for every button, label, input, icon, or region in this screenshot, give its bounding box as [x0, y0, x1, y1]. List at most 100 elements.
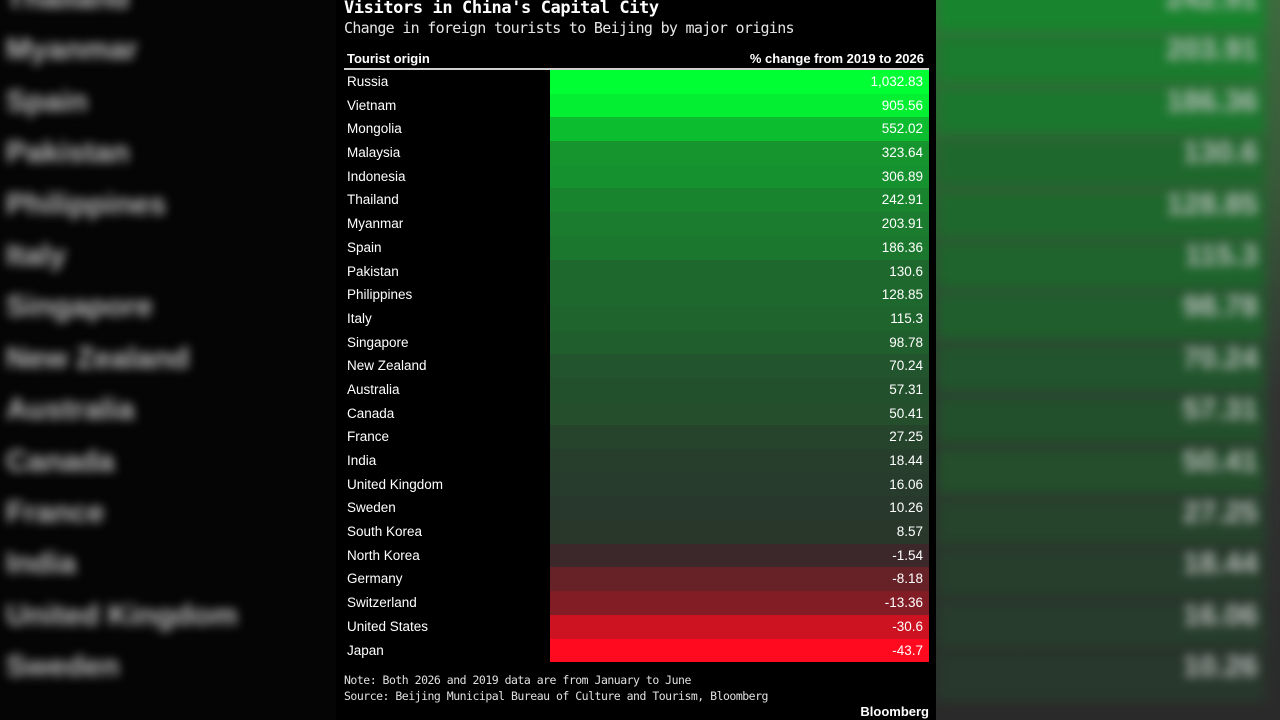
- table-row: Italy 115.3: [344, 306, 929, 331]
- row-origin-label: Sweden: [347, 500, 396, 516]
- blurred-origin-label: Singapore: [6, 290, 153, 324]
- table-row: Malaysia 323.64: [344, 141, 929, 165]
- row-change-cell: -30.6: [550, 614, 929, 639]
- blurred-change-value: 10.26: [1182, 650, 1258, 684]
- blurred-value-stripe: [936, 549, 1266, 600]
- column-header-change: % change from 2019 to 2026: [749, 51, 924, 66]
- blurred-change-value: 18.44: [1182, 547, 1258, 581]
- header-divider: [344, 68, 929, 70]
- chart-note: Note: Both 2026 and 2019 data are from J…: [344, 673, 691, 687]
- row-origin-label: Germany: [347, 571, 403, 587]
- row-origin-label: Spain: [347, 239, 382, 255]
- row-change-cell: -1.54: [550, 543, 929, 568]
- row-change-value: 552.02: [881, 121, 923, 137]
- row-origin-label: Japan: [347, 642, 384, 658]
- row-origin-label: Vietnam: [347, 97, 397, 113]
- blurred-value-stripe: [936, 446, 1266, 497]
- row-change-value: 8.57: [896, 524, 923, 540]
- row-change-value: 323.64: [881, 145, 923, 161]
- row-change-value: 128.85: [881, 287, 923, 303]
- table-row: Germany -8.18: [344, 567, 929, 592]
- table-row: Indonesia 306.89: [344, 164, 929, 189]
- row-change-cell: 1,032.83: [550, 70, 929, 94]
- table-row: Russia 1,032.83: [344, 70, 929, 94]
- table-row: India 18.44: [344, 449, 929, 473]
- blurred-origin-label: Myanmar: [6, 33, 138, 67]
- row-change-value: -8.18: [892, 571, 923, 587]
- row-origin-label: Switzerland: [347, 595, 417, 611]
- table-body: Russia 1,032.83 Vietnam 905.56 Mongolia 552.0…: [344, 70, 929, 663]
- row-change-value: 306.89: [881, 168, 923, 184]
- row-change-value: 18.44: [889, 453, 923, 468]
- blurred-change-value: 98.78: [1182, 290, 1258, 324]
- blurred-value-stripe: [936, 498, 1266, 548]
- row-change-value: 130.6: [889, 263, 923, 279]
- row-origin-label: France: [347, 429, 390, 445]
- row-change-cell: 186.36: [550, 235, 929, 260]
- blurred-change-value: 203.91: [1166, 33, 1258, 67]
- row-change-value: -43.7: [892, 642, 923, 658]
- table-row: France 27.25: [344, 425, 929, 449]
- blurred-origin-label: Sweden: [6, 650, 120, 684]
- blurred-origin-label: France: [6, 496, 105, 529]
- blurred-change-value: 242.91: [1166, 0, 1258, 34]
- row-change-cell: -43.7: [550, 638, 929, 663]
- row-change-cell: 242.91: [550, 188, 929, 213]
- row-origin-label: South Korea: [347, 524, 423, 540]
- blurred-change-value: 186.36: [1166, 84, 1258, 118]
- table-row: United States -30.6: [344, 614, 929, 639]
- table-row: Mongolia 552.02: [344, 117, 929, 142]
- blurred-change-value: 57.31: [1182, 393, 1258, 427]
- brand-logo: Bloomberg: [860, 704, 929, 719]
- table-row: North Korea -1.54: [344, 543, 929, 568]
- row-change-cell: 306.89: [550, 164, 929, 189]
- row-change-value: 203.91: [881, 216, 923, 232]
- row-change-cell: -8.18: [550, 567, 929, 592]
- table-row: South Korea 8.57: [344, 520, 929, 544]
- blurred-origin-label: New Zealand: [6, 341, 190, 375]
- row-change-cell: -13.36: [550, 591, 929, 615]
- row-change-cell: 130.6: [550, 259, 929, 284]
- row-change-value: 70.24: [889, 358, 923, 374]
- row-change-value: -30.6: [892, 618, 923, 634]
- blurred-value-stripe: [936, 138, 1266, 189]
- blurred-value-stripe: [936, 35, 1266, 86]
- row-origin-label: Canada: [347, 405, 395, 421]
- table-row: United Kingdom 16.06: [344, 472, 929, 497]
- blurred-value-stripe: [936, 0, 1266, 34]
- table-row: Singapore 98.78: [344, 330, 929, 355]
- chart-source: Source: Beijing Municipal Bureau of Cult…: [344, 689, 768, 703]
- blurred-background-left: ThailandMyanmar Spain Pakistan Philippines I…: [0, 0, 336, 720]
- blurred-change-value: 16.06: [1182, 598, 1258, 632]
- row-origin-label: North Korea: [347, 547, 420, 563]
- row-change-value: 115.3: [890, 310, 923, 326]
- row-origin-label: Australia: [347, 381, 400, 397]
- row-origin-label: Malaysia: [347, 145, 401, 161]
- table-row: Vietnam 905.56: [344, 93, 929, 118]
- row-change-cell: 115.3: [550, 306, 929, 331]
- row-origin-label: Thailand: [347, 192, 399, 208]
- row-change-cell: 203.91: [550, 212, 929, 236]
- chart-title: Visitors in China's Capital City: [344, 0, 659, 18]
- blurred-origin-label: Canada: [6, 444, 115, 478]
- row-origin-label: New Zealand: [347, 358, 427, 374]
- blurred-value-stripe: [936, 86, 1266, 137]
- row-change-value: 10.26: [889, 500, 923, 516]
- row-change-value: -13.36: [884, 595, 923, 611]
- table-row: New Zealand 70.24: [344, 354, 929, 378]
- blurred-value-stripe: [936, 292, 1266, 343]
- chart-subtitle: Change in foreign tourists to Beijing by…: [344, 19, 795, 37]
- row-change-value: 905.56: [881, 97, 923, 113]
- row-change-cell: 552.02: [550, 117, 929, 142]
- row-origin-label: United States: [347, 618, 429, 634]
- table-row: Spain 186.36: [344, 235, 929, 260]
- blurred-origin-label: Pakistan: [6, 136, 130, 170]
- table-row: Philippines 128.85: [344, 283, 929, 307]
- row-change-cell: 905.56: [550, 93, 929, 118]
- row-change-cell: 10.26: [550, 496, 929, 521]
- row-change-cell: 18.44: [550, 449, 929, 473]
- row-change-value: 50.41: [889, 405, 923, 421]
- row-change-cell: 27.25: [550, 425, 929, 449]
- blurred-background-right: 242.91203.91 186.36 130.6 128.85 115.3 98.78 7…: [936, 0, 1280, 720]
- row-change-value: -1.54: [892, 547, 923, 563]
